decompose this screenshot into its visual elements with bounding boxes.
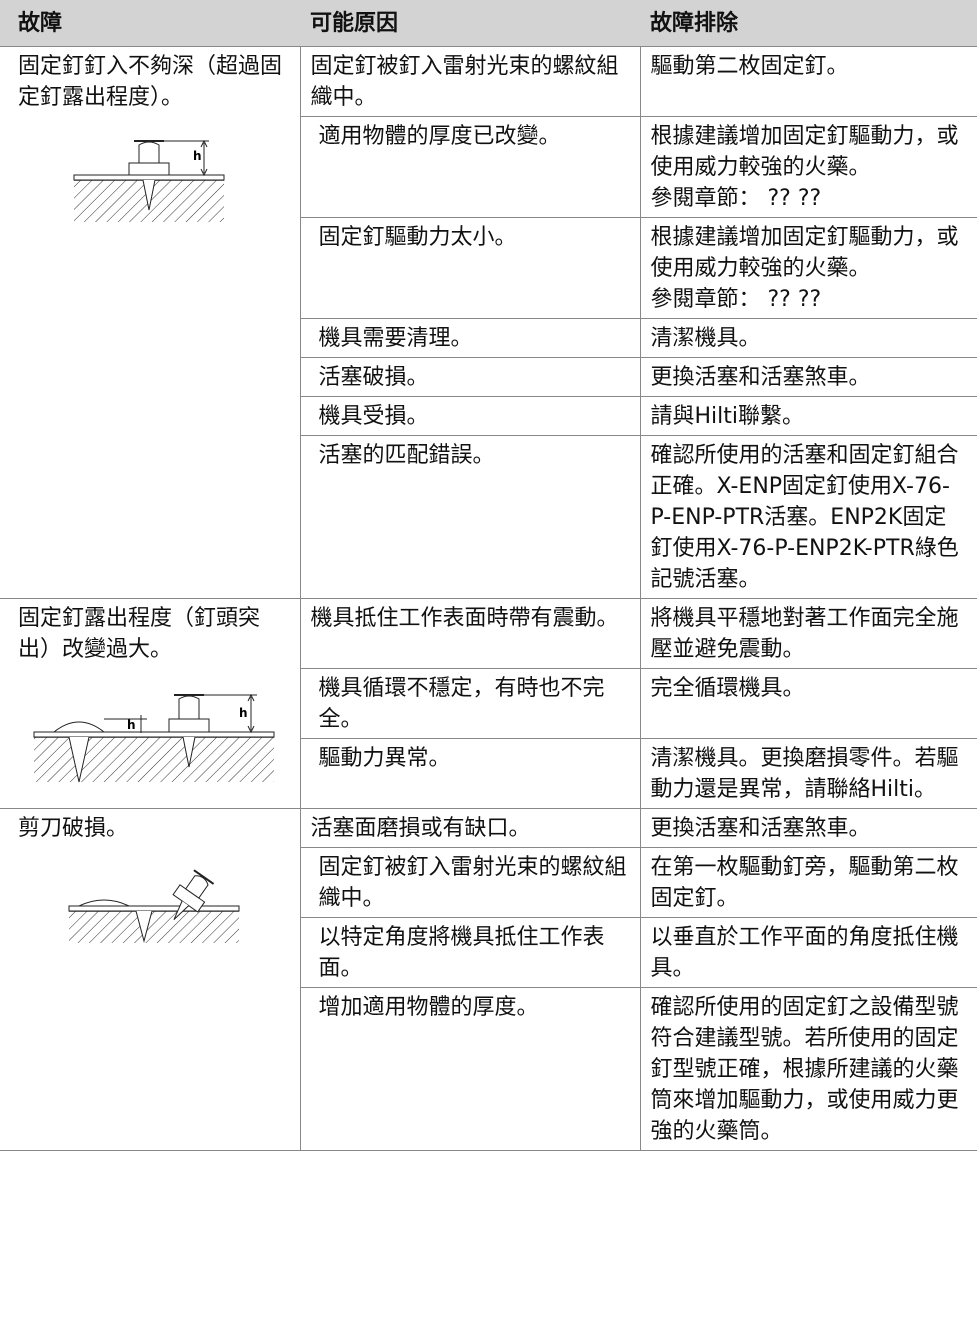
solution-text: 清潔機具。更換磨損零件。若驅動力還是異常，請聯絡Hilti。: [650, 746, 959, 802]
cause-cell: 固定釘被釘入雷射光束的螺紋組織中。: [300, 847, 641, 918]
cause-cell: 固定釘被釘入雷射光束的螺紋組織中。: [299, 46, 641, 117]
solution-cell: 完全循環機具。: [639, 668, 977, 739]
figure-label: h: [239, 706, 248, 720]
cause-text: 活塞的匹配錯誤。: [318, 443, 495, 468]
cause-cell: 機具受損。: [300, 396, 641, 436]
fault-text: 剪刀破損。: [18, 816, 129, 841]
cause-text: 適用物體的厚度已改變。: [318, 124, 561, 149]
solution-text: 參閱章節： ?? ??: [650, 186, 822, 211]
solution-cell: 根據建議增加固定釘驅動力，或使用威力較強的火藥。參閱章節： ?? ??: [639, 217, 977, 319]
table-row: 增加適用物體的厚度。 確認所使用的固定釘之設備型號符合建議型號。若所使用的固定釘型…: [0, 987, 977, 1151]
cause-cell: 活塞破損。: [300, 357, 641, 397]
cause-text: 機具受損。: [318, 404, 429, 429]
table-row: 機具受損。 請與Hilti聯繫。: [0, 396, 977, 436]
figure-label: h: [193, 149, 202, 163]
cause-cell: 機具抵住工作表面時帶有震動。: [299, 598, 641, 669]
cause-cell: 固定釘驅動力太小。: [300, 217, 641, 319]
table-row: 活塞破損。 更換活塞和活塞煞車。: [0, 357, 977, 397]
figure-label: h: [127, 718, 136, 732]
fault-text: 固定釘釘入不夠深（超過固定釘露出程度）。: [18, 54, 283, 110]
solution-cell: 確認所使用的活塞和固定釘組合正確。X-ENP固定釘使用X-76-P-ENP-PT…: [639, 435, 977, 599]
fault-cell: 固定釘露出程度（釘頭突出）改變過大。 h h: [0, 598, 301, 809]
solution-text: 確認所使用的固定釘之設備型號符合建議型號。若所使用的固定釘型號正確，根據所建議的…: [650, 995, 959, 1144]
fault-text: 固定釘露出程度（釘頭突出）改變過大。: [18, 606, 261, 662]
solution-text: 根據建議增加固定釘驅動力，或使用威力較強的火藥。: [650, 124, 959, 180]
page: 故障 可能原因 故障排除 固定釘釘入不夠深（超過固定釘露出程度）。 h 固定釘被釘入…: [0, 0, 977, 1151]
cause-cell: 活塞的匹配錯誤。: [300, 435, 641, 599]
cause-text: 機具需要清理。: [318, 326, 473, 351]
header-cell: 故障排除: [640, 0, 977, 47]
solution-text: 根據建議增加固定釘驅動力，或使用威力較強的火藥。: [650, 225, 959, 281]
solution-text: 在第一枚驅動釘旁，驅動第二枚固定釘。: [650, 855, 959, 911]
illustration: h: [73, 139, 225, 222]
solution-cell: 請與Hilti聯繫。: [639, 396, 977, 436]
solution-text: 以垂直於工作平面的角度抵住機具。: [650, 925, 959, 981]
solution-cell: 確認所使用的固定釘之設備型號符合建議型號。若所使用的固定釘型號正確，根據所建議的…: [639, 987, 977, 1151]
solution-cell: 清潔機具。: [639, 318, 977, 358]
table-row: 固定釘露出程度（釘頭突出）改變過大。 h h 機具抵住工作表面時帶有震動。 將機具…: [0, 598, 977, 809]
solution-text: 更換活塞和活塞煞車。: [650, 816, 871, 841]
illustration: [68, 869, 240, 943]
cause-text: 固定釘被釘入雷射光束的螺紋組織中。: [310, 54, 619, 110]
solution-cell: 清潔機具。更換磨損零件。若驅動力還是異常，請聯絡Hilti。: [639, 738, 977, 809]
solution-text: 完全循環機具。: [650, 676, 805, 701]
cause-text: 活塞面磨損或有缺口。: [310, 816, 531, 841]
solution-cell: 更換活塞和活塞煞車。: [639, 357, 977, 397]
cause-cell: 活塞面磨損或有缺口。: [299, 808, 641, 848]
cause-cell: 適用物體的厚度已改變。: [300, 116, 641, 218]
solution-cell: 在第一枚驅動釘旁，驅動第二枚固定釘。: [639, 847, 977, 918]
solution-text: 清潔機具。: [650, 326, 761, 351]
solution-text: 參閱章節： ?? ??: [650, 287, 822, 312]
cause-text: 活塞破損。: [318, 365, 429, 390]
cause-text: 以特定角度將機具抵住工作表面。: [318, 925, 605, 981]
header-cell: 可能原因: [300, 0, 640, 47]
solution-cell: 更換活塞和活塞煞車。: [639, 808, 977, 848]
header-row: 故障 可能原因 故障排除: [0, 0, 977, 47]
solution-cell: 根據建議增加固定釘驅動力，或使用威力較強的火藥。參閱章節： ?? ??: [639, 116, 977, 218]
solution-text: 請與Hilti聯繫。: [650, 404, 805, 429]
cause-text: 機具抵住工作表面時帶有震動。: [310, 606, 619, 631]
table-row: 固定釘驅動力太小。 根據建議增加固定釘驅動力，或使用威力較強的火藥。參閱章節： ?…: [0, 217, 977, 319]
fault-cell: 固定釘釘入不夠深（超過固定釘露出程度）。 h: [0, 46, 301, 599]
solution-cell: 將機具平穩地對著工作面完全施壓並避免震動。: [639, 598, 977, 669]
cause-cell: 以特定角度將機具抵住工作表面。: [300, 917, 641, 988]
table-row: 驅動力異常。 清潔機具。更換磨損零件。若驅動力還是異常，請聯絡Hilti。: [0, 738, 977, 809]
cause-text: 驅動力異常。: [318, 746, 451, 771]
table-row: 活塞的匹配錯誤。 確認所使用的活塞和固定釘組合正確。X-ENP固定釘使用X-76-…: [0, 435, 977, 599]
cause-text: 增加適用物體的厚度。: [318, 995, 539, 1020]
solution-text: 確認所使用的活塞和固定釘組合正確。X-ENP固定釘使用X-76-P-ENP-PT…: [650, 443, 959, 592]
header-cell: 故障: [0, 0, 300, 47]
cause-cell: 驅動力異常。: [300, 738, 641, 809]
fault-cell: 剪刀破損。: [0, 808, 301, 1151]
table-row: 固定釘釘入不夠深（超過固定釘露出程度）。 h 固定釘被釘入雷射光束的螺紋組織中。…: [0, 46, 977, 599]
troubleshooting-table: 故障 可能原因 故障排除 固定釘釘入不夠深（超過固定釘露出程度）。 h 固定釘被釘入…: [0, 0, 977, 1151]
table-row: 剪刀破損。 活塞面磨損或有缺口。 更換活塞和活塞煞車。: [0, 808, 977, 1151]
cause-text: 機具循環不穩定，有時也不完全。: [318, 676, 605, 732]
solution-cell: 驅動第二枚固定釘。: [639, 46, 977, 117]
cause-cell: 增加適用物體的厚度。: [300, 987, 641, 1151]
solution-cell: 以垂直於工作平面的角度抵住機具。: [639, 917, 977, 988]
cause-text: 固定釘被釘入雷射光束的螺紋組織中。: [318, 855, 627, 911]
solution-text: 更換活塞和活塞煞車。: [650, 365, 871, 390]
cause-cell: 機具循環不穩定，有時也不完全。: [300, 668, 641, 739]
solution-text: 將機具平穩地對著工作面完全施壓並避免震動。: [650, 606, 959, 662]
illustration: h h: [33, 693, 275, 783]
cause-text: 固定釘驅動力太小。: [318, 225, 517, 250]
table-row: 適用物體的厚度已改變。 根據建議增加固定釘驅動力，或使用威力較強的火藥。參閱章節：…: [0, 116, 977, 218]
cause-cell: 機具需要清理。: [300, 318, 641, 358]
table-row: 固定釘被釘入雷射光束的螺紋組織中。 在第一枚驅動釘旁，驅動第二枚固定釘。: [0, 847, 977, 918]
solution-text: 驅動第二枚固定釘。: [650, 54, 849, 79]
